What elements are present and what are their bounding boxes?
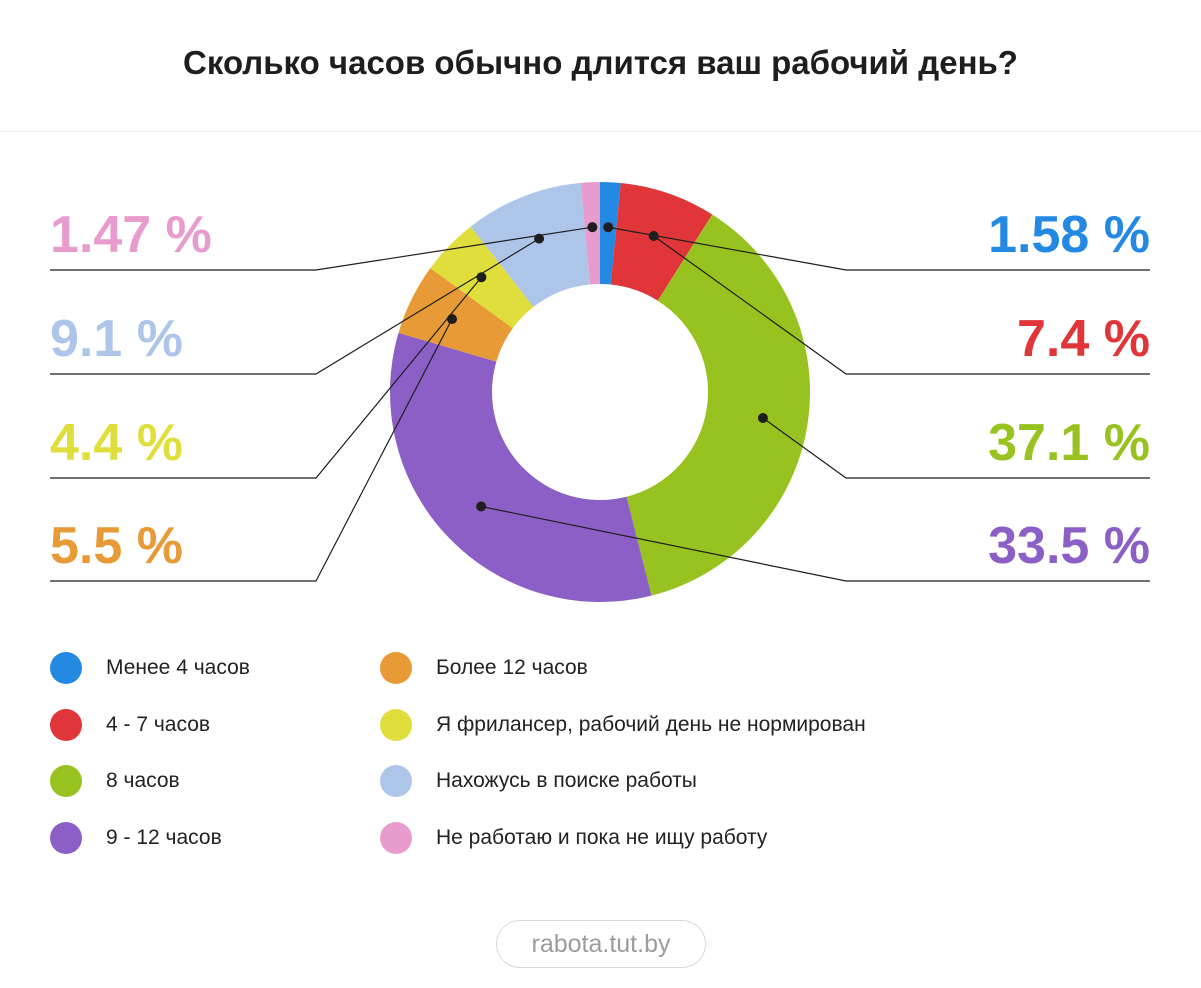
legend-column-right: Более 12 часов Я фрилансер, рабочий день … — [380, 650, 866, 876]
data-label-3: 33.5 % — [988, 517, 1150, 575]
donut-slice-2 — [626, 214, 811, 596]
legend-item-0: Менее 4 часов — [50, 650, 250, 686]
title-divider — [0, 131, 1201, 132]
donut-slice-0 — [600, 182, 621, 285]
donut-slice-7 — [580, 182, 600, 285]
leader-dot-1 — [648, 230, 659, 241]
legend-label-3: 9 - 12 часов — [106, 825, 222, 849]
leader-line-2 — [762, 417, 1150, 479]
leader-dot-0 — [603, 222, 614, 233]
donut-slice-6 — [470, 182, 591, 307]
legend-item-7: Не работаю и пока не ищу работу — [380, 820, 866, 856]
legend-item-2: 8 часов — [50, 763, 250, 799]
legend-label-6: Нахожусь в поиске работы — [436, 769, 697, 792]
legend-item-4: Более 12 часов — [380, 650, 866, 686]
legend-label-4: Более 12 часов — [436, 656, 588, 679]
data-label-1: 7.4 % — [1017, 310, 1150, 368]
leader-line-3 — [481, 505, 1150, 582]
leader-dot-5 — [476, 272, 487, 283]
legend-swatch-5 — [380, 708, 412, 741]
leader-line-0 — [608, 226, 1150, 271]
data-label-4: 5.5 % — [50, 517, 183, 575]
legend-label-2: 8 часов — [106, 769, 180, 792]
legend-swatch-3 — [50, 821, 82, 854]
leader-dot-7 — [587, 222, 598, 233]
leader-line-5 — [50, 276, 482, 479]
data-label-7: 1.47 % — [50, 206, 212, 264]
leader-line-7 — [50, 226, 593, 271]
donut-slice-3 — [389, 332, 652, 603]
legend-swatch-7 — [380, 821, 412, 854]
donut-chart: 1.58 % 7.4 % 37.1 % 33.5 % 1.47 % 9.1 % 4.4 % 5… — [50, 182, 1150, 603]
leader-dot-3 — [476, 501, 487, 512]
data-label-2: 37.1 % — [988, 414, 1150, 472]
legend-column-left: Менее 4 часов 4 - 7 часов 8 часов 9 - 12 ча… — [50, 650, 250, 876]
legend-swatch-4 — [380, 652, 412, 684]
source-label: rabota.tut.by — [531, 929, 671, 958]
donut-slice-4 — [398, 268, 513, 362]
leader-line-4 — [50, 318, 453, 582]
legend-item-6: Нахожусь в поиске работы — [380, 763, 866, 799]
leader-dot-6 — [534, 233, 545, 244]
leader-dot-4 — [447, 314, 458, 325]
data-label-6: 9.1 % — [50, 310, 183, 368]
legend-label-7: Не работаю и пока не ищу работу — [436, 825, 768, 849]
legend-label-1: 4 - 7 часов — [106, 712, 211, 736]
legend-item-5: Я фрилансер, рабочий день не нормирован — [380, 707, 866, 743]
legend-swatch-2 — [50, 765, 82, 797]
leader-line-1 — [653, 235, 1150, 375]
source-badge[interactable]: rabota.tut.by — [496, 920, 706, 968]
legend-label-0: Менее 4 часов — [106, 656, 250, 679]
leader-line-6 — [50, 238, 540, 375]
legend-item-3: 9 - 12 часов — [50, 820, 250, 856]
data-label-5: 4.4 % — [50, 414, 183, 472]
legend-swatch-1 — [50, 708, 82, 741]
legend-item-1: 4 - 7 часов — [50, 707, 250, 743]
legend-swatch-6 — [380, 765, 412, 797]
leader-dot-2 — [757, 412, 768, 423]
chart-title: Сколько часов обычно длится ваш рабочий … — [183, 44, 1018, 81]
data-label-0: 1.58 % — [988, 206, 1150, 264]
legend-swatch-0 — [50, 652, 82, 684]
legend-label-5: Я фрилансер, рабочий день не нормирован — [436, 712, 866, 736]
